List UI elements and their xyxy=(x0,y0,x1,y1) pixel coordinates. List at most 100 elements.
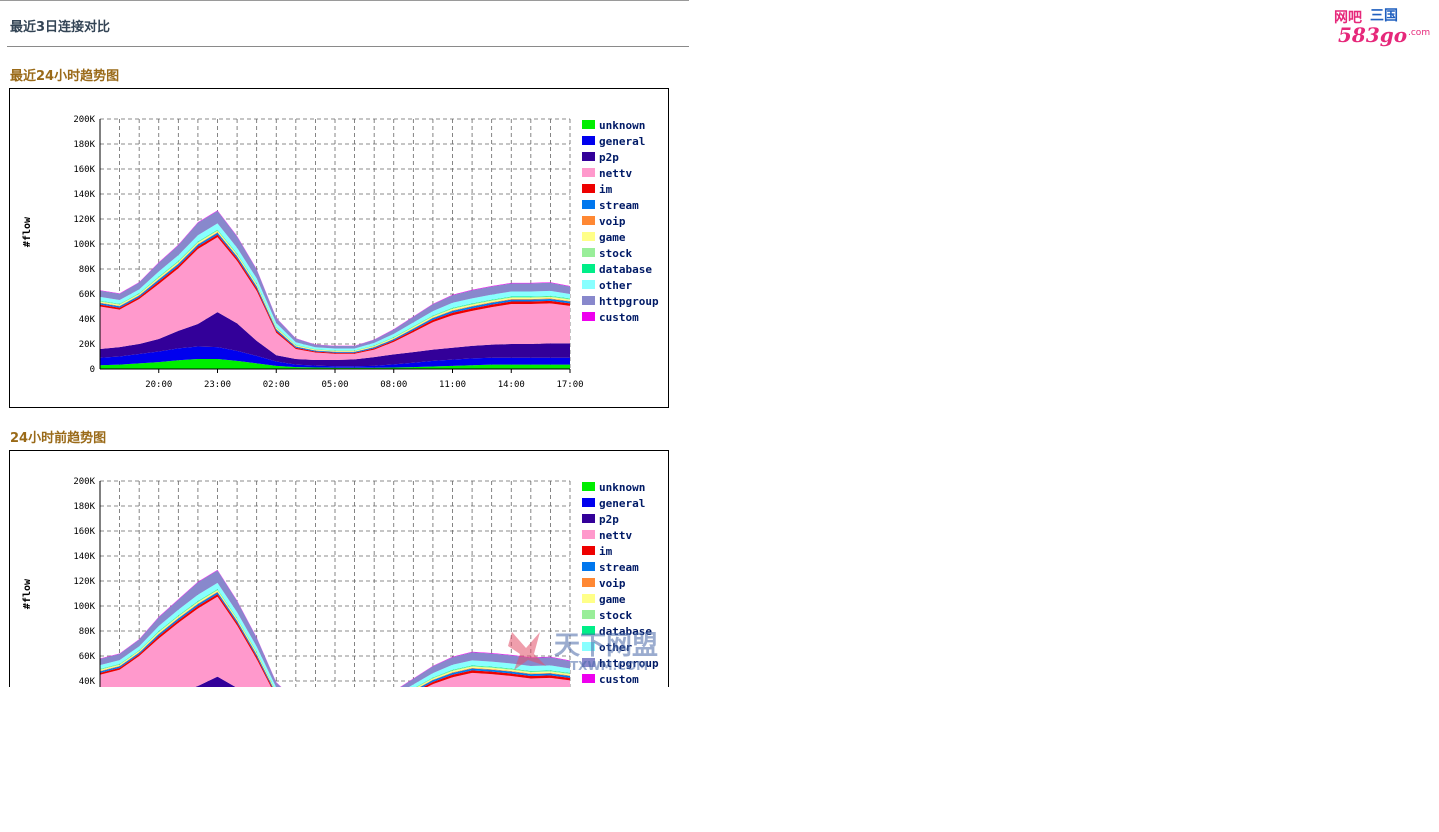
x-tick-label: 02:00 xyxy=(263,380,290,390)
legend-label-unknown: unknown xyxy=(599,119,645,132)
top-divider xyxy=(0,0,689,1)
legend-swatch-general xyxy=(582,498,595,507)
x-tick-label: 20:00 xyxy=(145,380,172,390)
legend-swatch-custom xyxy=(582,674,595,683)
title-divider xyxy=(7,46,689,47)
area-general xyxy=(100,346,570,368)
legend-swatch-voip xyxy=(582,216,595,225)
y-tick-label: 100K xyxy=(73,602,95,612)
area-nettv xyxy=(100,237,570,360)
legend-swatch-p2p xyxy=(582,514,595,523)
page-title: 最近3日连接对比 xyxy=(10,20,111,35)
x-tick-label: 14:00 xyxy=(498,380,525,390)
legend-swatch-p2p xyxy=(582,152,595,161)
y-tick-label: 200K xyxy=(73,115,95,125)
legend-label-unknown: unknown xyxy=(599,481,645,494)
logo-suffix: .com xyxy=(1408,28,1430,38)
legend-label-voip: voip xyxy=(599,577,626,590)
x-tick-label: 23:00 xyxy=(204,380,231,390)
legend-label-game: game xyxy=(599,593,626,606)
x-tick-label: 17:00 xyxy=(556,380,583,390)
legend-label-nettv: nettv xyxy=(599,167,632,180)
legend-label-voip: voip xyxy=(599,215,626,228)
y-tick-label: 80K xyxy=(79,627,96,637)
y-tick-label: 0 xyxy=(90,365,95,375)
legend-label-other: other xyxy=(599,641,632,654)
y-tick-label: 180K xyxy=(73,140,95,150)
legend-swatch-stream xyxy=(582,562,595,571)
legend-swatch-general xyxy=(582,136,595,145)
legend-swatch-game xyxy=(582,594,595,603)
legend-label-other: other xyxy=(599,279,632,292)
legend-swatch-unknown xyxy=(582,482,595,491)
legend-swatch-database xyxy=(582,264,595,273)
y-tick-label: 60K xyxy=(79,290,96,300)
legend-swatch-stream xyxy=(582,200,595,209)
watermark-en-text: TXWM.COM xyxy=(570,659,648,673)
y-tick-label: 160K xyxy=(73,165,95,175)
legend-label-nettv: nettv xyxy=(599,529,632,542)
y-tick-label: 140K xyxy=(73,190,95,200)
legend-label-im: im xyxy=(599,183,613,196)
x-tick-label: 11:00 xyxy=(439,380,466,390)
chart-1-frame: 0 20K 40K 60K 80K 100K 120K 140K 160K 180K 200K 20:… xyxy=(9,88,669,408)
y-tick-label: 140K xyxy=(73,552,95,562)
y-axis-label: #flow xyxy=(22,578,33,609)
legend-label-general: general xyxy=(599,497,645,510)
legend-label-stock: stock xyxy=(599,247,632,260)
legend-label-p2p: p2p xyxy=(599,513,619,526)
legend-swatch-im xyxy=(582,546,595,555)
chart-2-title: 24小时前趋势图 xyxy=(10,431,107,446)
legend-swatch-nettv xyxy=(582,168,595,177)
legend-label-httpgroup: httpgroup xyxy=(599,295,659,308)
legend-label-p2p: p2p xyxy=(599,151,619,164)
area-nettv xyxy=(100,596,570,687)
legend-swatch-other xyxy=(582,280,595,289)
y-tick-label: 160K xyxy=(73,527,95,537)
legend-label-im: im xyxy=(599,545,613,558)
y-tick-label: 60K xyxy=(79,652,96,662)
watermark: 天下网盟 TXWM.COM xyxy=(508,631,658,673)
y-tick-label: 200K xyxy=(73,477,95,487)
y-tick-label: 40K xyxy=(79,315,96,325)
watermark-cn-text: 天下网盟 xyxy=(554,631,658,661)
y-tick-label: 80K xyxy=(79,265,96,275)
area-httpgroup xyxy=(100,570,570,687)
legend-label-database: database xyxy=(599,625,652,638)
y-axis-label: #flow xyxy=(22,216,33,247)
y-tick-label: 120K xyxy=(73,577,95,587)
legend-swatch-httpgroup xyxy=(582,658,595,667)
logo-text-top: 网吧 xyxy=(1334,10,1362,26)
legend-swatch-stock xyxy=(582,248,595,257)
report-viewport: 最近3日连接对比 最近24小时趋势图 0 20K 40K 60K 80K 100K 120K… xyxy=(0,0,689,687)
legend-swatch-custom xyxy=(582,312,595,321)
legend-swatch-database xyxy=(582,626,595,635)
legend-swatch-httpgroup xyxy=(582,296,595,305)
y-tick-label: 120K xyxy=(73,215,95,225)
chart-2-frame: 020K40K60K80K100K120K140K160K180K200K20:… xyxy=(9,450,669,687)
area-p2p xyxy=(195,676,236,687)
legend-label-custom: custom xyxy=(599,311,639,324)
legend-swatch-other xyxy=(582,642,595,651)
legend-label-stream: stream xyxy=(599,199,639,212)
x-tick-label: 08:00 xyxy=(380,380,407,390)
y-tick-label: 20K xyxy=(79,340,96,350)
logo-text-mid: 三国 xyxy=(1370,8,1398,24)
area-unknown xyxy=(100,359,570,369)
site-logo[interactable]: 网吧 三国 583go .com xyxy=(1330,4,1438,48)
legend-swatch-stock xyxy=(582,610,595,619)
legend-label-stream: stream xyxy=(599,561,639,574)
area-p2p xyxy=(100,312,570,367)
legend-swatch-nettv xyxy=(582,530,595,539)
chart-2-svg: 020K40K60K80K100K120K140K160K180K200K20:… xyxy=(22,477,659,687)
y-tick-label: 180K xyxy=(73,502,95,512)
legend-label-game: game xyxy=(599,231,626,244)
legend-label-stock: stock xyxy=(599,609,632,622)
legend-label-general: general xyxy=(599,135,645,148)
legend-label-database: database xyxy=(599,263,652,276)
legend-swatch-game xyxy=(582,232,595,241)
watermark-star-icon xyxy=(508,632,546,670)
chart-1-title: 最近24小时趋势图 xyxy=(10,69,120,84)
legend-swatch-voip xyxy=(582,578,595,587)
legend-label-httpgroup: httpgroup xyxy=(599,657,659,670)
